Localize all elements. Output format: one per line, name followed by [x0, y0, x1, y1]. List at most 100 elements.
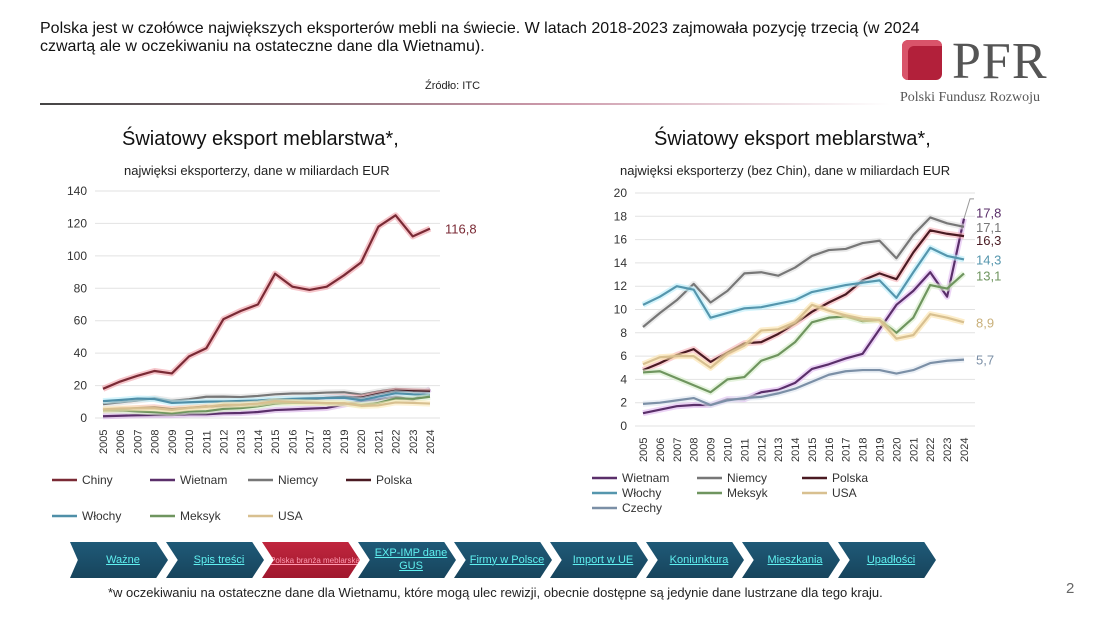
y-tick-label: 4 [620, 372, 627, 386]
x-tick-label: 2021 [908, 438, 920, 462]
x-tick-label: 2018 [858, 438, 870, 462]
nav-item[interactable]: EXP-IMP dane GUS [358, 542, 456, 578]
logo-name: PFR [952, 33, 1048, 90]
y-tick-label: 12 [614, 279, 628, 293]
y-tick-label: 16 [614, 233, 628, 247]
nav-item[interactable]: Firmy w Polsce [454, 542, 552, 578]
series-line-Niemcy [642, 216, 965, 328]
nav-item-label[interactable]: Polska branża meblarska [270, 555, 360, 565]
x-tick-label: 2015 [270, 430, 282, 454]
x-tick-label: 2011 [201, 430, 213, 454]
nav-item-label[interactable]: Koniunktura [669, 553, 729, 566]
x-tick-label: 2023 [408, 430, 420, 454]
navigation-bar: Ważne Spis treści Polska branża meblarska E… [70, 542, 936, 578]
x-tick-label: 2007 [672, 438, 684, 462]
x-tick-label: 2022 [391, 430, 403, 454]
logo-mark-icon [902, 40, 942, 80]
y-tick-label: 18 [614, 209, 628, 223]
chart1-title: Światowy eksport meblarstwa*, [122, 128, 399, 150]
end-value-label: 16,3 [976, 233, 1001, 248]
end-value-label: 116,8 [445, 222, 477, 237]
y-tick-label: 40 [74, 346, 88, 360]
legend-label: Włochy [622, 486, 661, 500]
x-tick-label: 2012 [756, 438, 768, 462]
x-tick-label: 2019 [339, 430, 351, 454]
nav-item-label[interactable]: EXP-IMP dane GUS [374, 547, 448, 572]
legend-label: Czechy [622, 501, 662, 515]
legend-label: Chiny [82, 473, 113, 487]
nav-item-label[interactable]: Upadłości [866, 553, 916, 566]
x-tick-label: 2023 [942, 438, 954, 462]
nav-item[interactable]: Mieszkania [742, 542, 840, 578]
nav-item-label[interactable]: Spis treści [193, 553, 245, 566]
series-glow-Chiny [101, 212, 432, 392]
legend-label: Polska [376, 473, 412, 487]
series-line-Wietnam [642, 218, 966, 415]
nav-item-label[interactable]: Mieszkania [767, 553, 823, 566]
nav-item[interactable]: Import w UE [550, 542, 648, 578]
y-tick-label: 120 [67, 216, 87, 230]
y-tick-label: 60 [74, 314, 88, 328]
series-line-Czechy [642, 358, 965, 407]
end-value-label: 5,7 [976, 353, 994, 368]
y-tick-label: 14 [614, 256, 628, 270]
series-line-Chiny [102, 214, 431, 390]
chart2-title: Światowy eksport meblarstwa*, [654, 128, 931, 150]
nav-item[interactable]: Koniunktura [646, 542, 744, 578]
series-line-USA [102, 400, 431, 411]
x-tick-label: 2018 [322, 430, 334, 454]
y-tick-label: 100 [67, 249, 87, 263]
nav-item[interactable]: Spis treści [166, 542, 264, 578]
nav-item[interactable]: Polska branża meblarska [262, 542, 360, 578]
x-tick-label: 2005 [638, 438, 650, 462]
x-tick-label: 2006 [115, 430, 127, 454]
x-tick-label: 2010 [722, 438, 734, 462]
nav-item[interactable]: Upadłości [838, 542, 936, 578]
logo-subtitle: Polski Fundusz Rozwoju [900, 90, 1041, 105]
x-tick-label: 2024 [959, 438, 971, 462]
y-tick-label: 140 [67, 184, 87, 198]
x-tick-label: 2012 [218, 430, 230, 454]
x-tick-label: 2006 [655, 438, 667, 462]
legend-label: Meksyk [727, 486, 769, 500]
x-tick-label: 2020 [356, 430, 368, 454]
x-tick-label: 2014 [790, 438, 802, 462]
legend-label: Wietnam [622, 471, 669, 485]
series-line-USA [642, 303, 965, 369]
legend-label: USA [278, 509, 303, 523]
end-value-label: 17,8 [976, 206, 1001, 221]
x-tick-label: 2021 [373, 430, 385, 454]
headline: Polska jest w czołówce największych eksp… [40, 20, 920, 55]
y-tick-label: 20 [614, 186, 628, 200]
y-tick-label: 6 [620, 349, 627, 363]
nav-item-label[interactable]: Ważne [106, 553, 140, 566]
legend-label: Włochy [82, 509, 121, 523]
x-tick-label: 2022 [925, 438, 937, 462]
y-tick-label: 10 [614, 303, 628, 317]
nav-item-label[interactable]: Firmy w Polsce [469, 553, 545, 566]
x-tick-label: 2015 [807, 438, 819, 462]
x-tick-label: 2010 [184, 430, 196, 454]
pfr-logo: PFR Polski Fundusz Rozwoju [900, 32, 1080, 112]
legend-label: USA [832, 486, 857, 500]
x-tick-label: 2019 [875, 438, 887, 462]
nav-item[interactable]: Ważne [70, 542, 168, 578]
legend-label: Niemcy [727, 471, 767, 485]
x-tick-label: 2009 [706, 438, 718, 462]
legend-label: Niemcy [278, 473, 318, 487]
chart1-subtitle: najwięksi eksporterzy, dane w miliardach… [124, 163, 390, 178]
y-tick-label: 2 [620, 396, 627, 410]
end-value-label: 13,1 [976, 268, 1001, 283]
end-value-label: 14,3 [976, 252, 1001, 267]
x-tick-label: 2005 [98, 430, 110, 454]
nav-item-label[interactable]: Import w UE [572, 553, 634, 566]
y-tick-label: 80 [74, 281, 88, 295]
label-leader-line [963, 198, 974, 219]
page-number: 2 [1066, 580, 1075, 597]
x-tick-label: 2009 [167, 430, 179, 454]
x-tick-label: 2020 [891, 438, 903, 462]
x-tick-label: 2007 [132, 430, 144, 454]
end-value-label: 8,9 [976, 315, 994, 330]
x-tick-label: 2024 [425, 430, 437, 454]
